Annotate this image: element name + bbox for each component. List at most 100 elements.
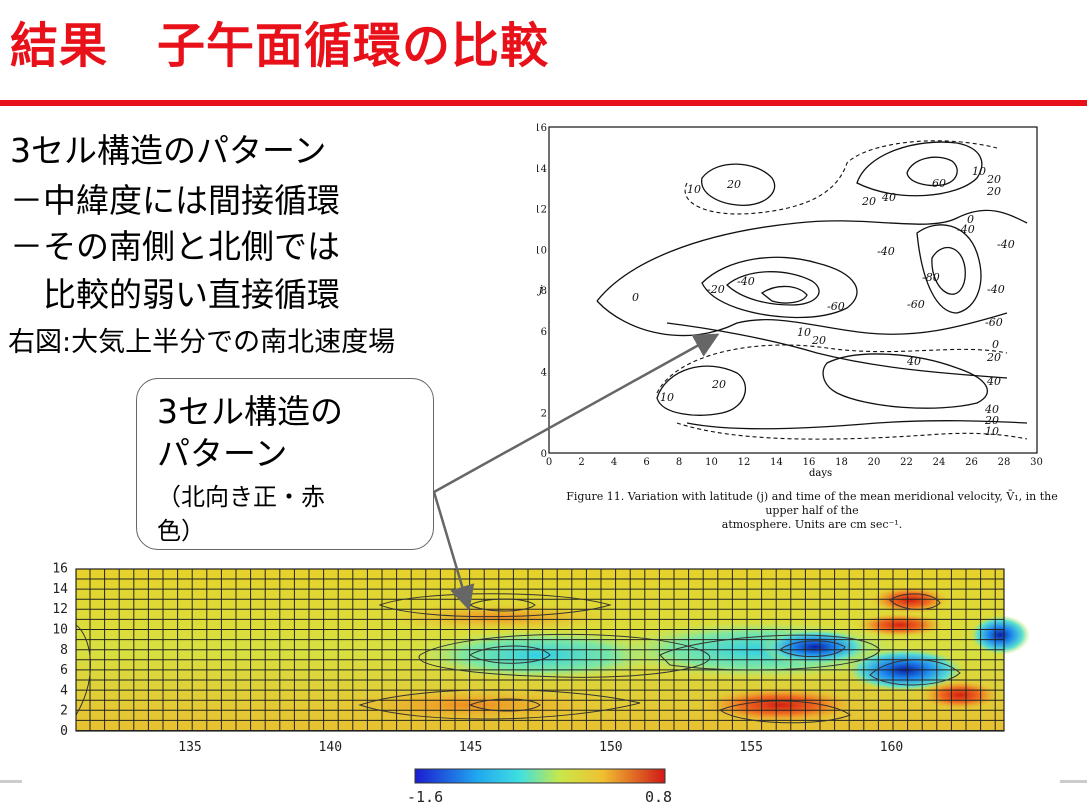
reference-y-tick: 12 [537,205,547,216]
reference-contour-label: 20 [986,185,1001,198]
bullet-1: 3セル構造のパターン [10,131,327,170]
plot-frame [75,568,1005,732]
reference-contour-label: 10 [797,326,811,339]
reference-x-tick: 30 [1030,457,1043,468]
callout-line-2: パターン [157,434,288,473]
plot-y-tick: 12 [52,602,68,617]
slide-title: 結果 子午面循環の比較 [10,18,550,74]
plot-y-tick: 6 [60,663,68,678]
reference-contour-label: 40 [986,375,1001,388]
callout-line-4: 色） [157,517,205,545]
reference-contour-label: 20 [984,414,999,427]
callout-line-3: （北向き正・赤 [157,483,325,511]
reference-y-tick: 4 [541,368,547,379]
reference-contour-label: 0 [992,338,999,351]
bullet-3: －その南側と北側では [10,227,340,266]
figure-caption-line-1: Figure 11. Variation with latitude (j) a… [566,490,1058,517]
reference-x-tick: 18 [835,457,848,468]
reference-contour-label: 40 [881,191,896,204]
reference-contour-label: -60 [827,300,845,313]
reference-x-tick: 12 [738,457,751,468]
reference-contour-label: -40 [737,275,755,288]
plot-x-tick: 145 [459,740,482,755]
reference-y-tick: 8 [541,286,547,297]
reference-x-tick: 14 [770,457,783,468]
reference-y-tick: 2 [541,408,547,419]
plot-y-tick: 16 [52,562,68,577]
plot-y-tick: 2 [60,704,68,719]
reference-contour-label: -60 [907,298,925,311]
plot-y-tick: 4 [60,683,68,698]
reference-contour-label: 20 [726,178,741,191]
reference-x-tick: 0 [546,457,552,468]
reference-contour-label: 10 [687,183,701,196]
colorbar-max-label: 0.8 [645,788,672,806]
colorbar [414,768,666,784]
figure-note: 右図:大気上半分での南北速度場 [8,327,396,358]
plot-x-ticks: 135 140 145 150 155 160 [178,740,903,755]
reference-x-tick: 24 [933,457,946,468]
plot-y-tick: 8 [60,643,68,658]
plot-x-tick: 140 [319,740,342,755]
reference-contour-label: 20 [711,378,726,391]
reference-contour-label: 20 [811,334,826,347]
reference-contour-label: 10 [985,425,999,438]
reference-x-tick: 28 [998,457,1011,468]
reference-contour-label: 40 [906,355,921,368]
left-edge-mark [0,780,22,783]
right-edge-mark [1060,780,1087,783]
reference-contour-label: -80 [922,271,940,284]
reference-contour-label: -40 [877,245,895,258]
reference-y-tick: 6 [541,327,547,338]
bullet-2: －中緯度には間接循環 [10,181,340,220]
bullet-4: 比較的弱い直接循環 [10,275,340,314]
reference-contour-label: 0 [967,213,974,226]
reference-contour-label: 40 [984,403,999,416]
reference-x-tick: 22 [900,457,913,468]
plot-x-tick: 155 [739,740,762,755]
reference-contour-label: 10 [660,391,674,404]
reference-contour-label: -40 [987,283,1005,296]
plot-y-ticks: 0 2 4 6 8 10 12 14 16 [52,562,68,739]
reference-x-tick: 26 [965,457,978,468]
reference-y-tick: 10 [537,245,547,256]
model-color-plot: 0 2 4 6 8 10 12 14 16 135 140 145 150 155 160 -1.6 0.… [52,562,1030,806]
reference-contour-label: -40 [957,223,975,236]
reference-contour-label: 10 [972,165,986,178]
reference-x-tick: 2 [578,457,584,468]
reference-x-tick: 16 [803,457,816,468]
callout-box: 3セル構造の パターン （北向き正・赤 色） [136,378,434,550]
plot-x-tick: 135 [178,740,201,755]
reference-y-tick: 14 [537,164,547,175]
reference-contour-label: -60 [985,316,1003,329]
reference-plot-frame [548,126,1038,454]
reference-y-label: j [537,283,543,296]
reference-x-tick: 4 [611,457,617,468]
plot-x-tick: 160 [880,740,903,755]
reference-y-tick: 16 [537,123,547,134]
reference-contour-label: 60 [932,177,946,190]
title-rule [0,100,1087,106]
reference-contour-label: -20 [707,283,725,296]
reference-contour-label: 0 [632,291,639,304]
reference-x-ticks: 0 2 4 6 8 10 12 14 16 18 20 22 24 26 28 30 [546,457,1043,468]
plot-x-tick: 150 [599,740,622,755]
callout-line-1: 3セル構造の [157,392,343,431]
colorbar-min-label: -1.6 [407,788,443,806]
figure-caption: Figure 11. Variation with latitude (j) a… [552,490,1072,532]
figure-caption-line-2: atmosphere. Units are cm sec⁻¹. [721,518,903,531]
reference-contour-label: 20 [986,351,1001,364]
reference-x-tick: 10 [705,457,718,468]
reference-contour-label: -40 [997,238,1015,251]
reference-x-label: days [809,468,832,478]
plot-contours [75,593,961,724]
reference-x-tick: 20 [868,457,881,468]
plot-y-tick: 10 [52,623,68,638]
plot-y-tick: 0 [60,724,68,739]
reference-x-tick: 6 [643,457,649,468]
reference-contour-label: 20 [986,173,1001,186]
reference-x-tick: 8 [676,457,682,468]
reference-contour-label: 20 [861,195,876,208]
plot-y-tick: 14 [52,582,68,597]
